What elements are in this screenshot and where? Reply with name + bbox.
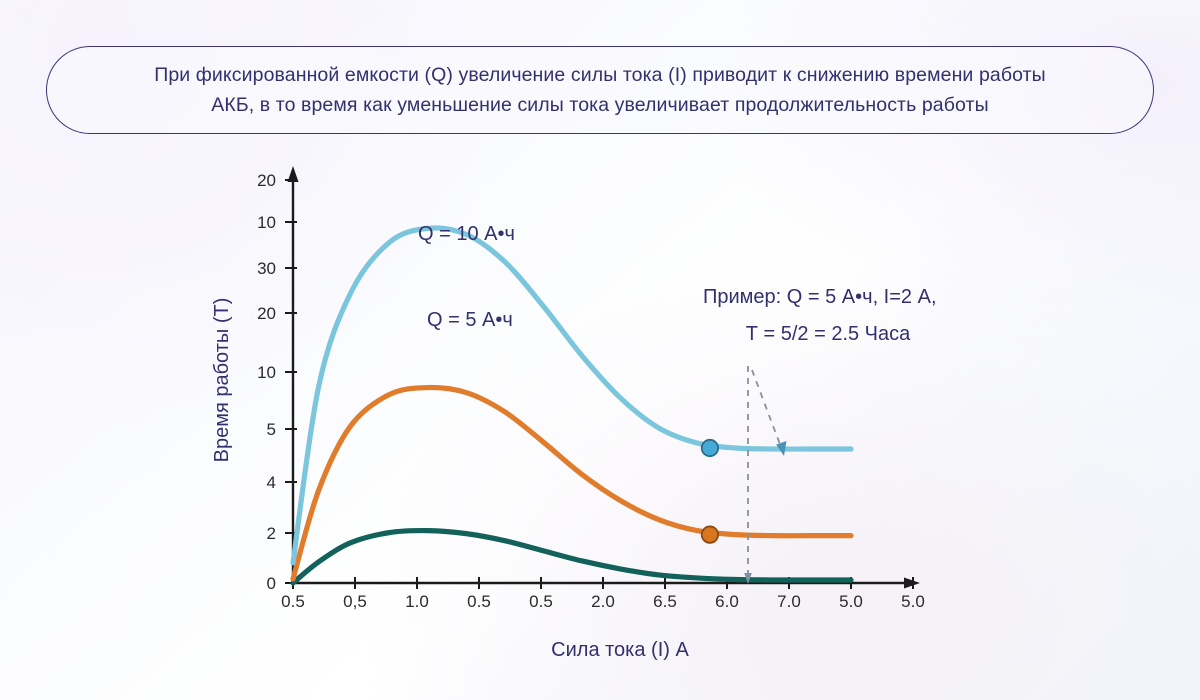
series-line-q5 bbox=[290, 384, 854, 582]
x-axis-title: Сила тока (I) А bbox=[551, 639, 689, 661]
header-line-2: АКБ, в то время как уменьшение силы тока… bbox=[211, 93, 989, 116]
x-tick-label: 0,5 bbox=[343, 592, 367, 611]
markers bbox=[700, 438, 720, 544]
annotation-line-2: Т = 5/2 = 2.5 Часа bbox=[746, 323, 911, 345]
orange-marker[interactable] bbox=[700, 525, 720, 544]
y-axis-title: Время работы (Т) bbox=[211, 298, 233, 463]
y-tick-label: 2 bbox=[267, 524, 276, 543]
y-tick-labels: 20 10 30 20 10 5 4 2 0 bbox=[257, 171, 276, 593]
header-line-1: При фиксированной емкости (Q) увеличение… bbox=[154, 64, 1046, 87]
blue-marker[interactable] bbox=[700, 438, 720, 458]
x-tick-label: 5.0 bbox=[901, 592, 925, 611]
y-tick-label: 4 bbox=[267, 473, 276, 492]
x-tick-label: 1.0 bbox=[405, 592, 429, 611]
diagonal-guide-line bbox=[751, 369, 782, 448]
y-tick-label: 20 bbox=[257, 171, 276, 190]
y-tick-label: 0 bbox=[267, 574, 276, 593]
y-tick-label: 10 bbox=[257, 213, 276, 232]
x-tick-label: 2.0 bbox=[591, 592, 615, 611]
series-group bbox=[290, 225, 854, 586]
y-tick-label: 20 bbox=[257, 304, 276, 323]
axes bbox=[287, 166, 920, 589]
y-axis-arrow bbox=[287, 166, 299, 182]
example-annotation: Пример: Q = 5 А•ч, I=2 А, Т = 5/2 = 2.5 … bbox=[703, 286, 937, 345]
x-tick-label: 0.5 bbox=[467, 592, 491, 611]
vertical-guide-arrow bbox=[744, 573, 752, 584]
x-tick-label: 0.5 bbox=[281, 592, 305, 611]
series-label-q10: Q = 10 А•ч bbox=[418, 223, 515, 245]
x-tick-label: 7.0 bbox=[777, 592, 801, 611]
x-tick-label: 5.0 bbox=[839, 592, 863, 611]
header-callout: При фиксированной емкости (Q) увеличение… bbox=[46, 46, 1154, 134]
series-line-q2 bbox=[290, 527, 854, 586]
diagonal-guide-arrow bbox=[776, 441, 787, 456]
x-tick-label: 0.5 bbox=[529, 592, 553, 611]
x-tick-label: 6.5 bbox=[653, 592, 677, 611]
series-label-q5: Q = 5 А•ч bbox=[427, 309, 513, 331]
y-tick-label: 5 bbox=[267, 420, 276, 439]
y-ticks bbox=[285, 179, 297, 584]
annotation-line-1: Пример: Q = 5 А•ч, I=2 А, bbox=[703, 286, 937, 308]
series-line-q10 bbox=[290, 225, 854, 566]
x-tick-label: 6.0 bbox=[715, 592, 739, 611]
guides bbox=[744, 366, 787, 584]
x-tick-labels: 0.5 0,5 1.0 0.5 0.5 2.0 6.5 6.0 7.0 5.0 … bbox=[281, 592, 925, 611]
y-tick-label: 10 bbox=[257, 363, 276, 382]
y-tick-label: 30 bbox=[257, 259, 276, 278]
